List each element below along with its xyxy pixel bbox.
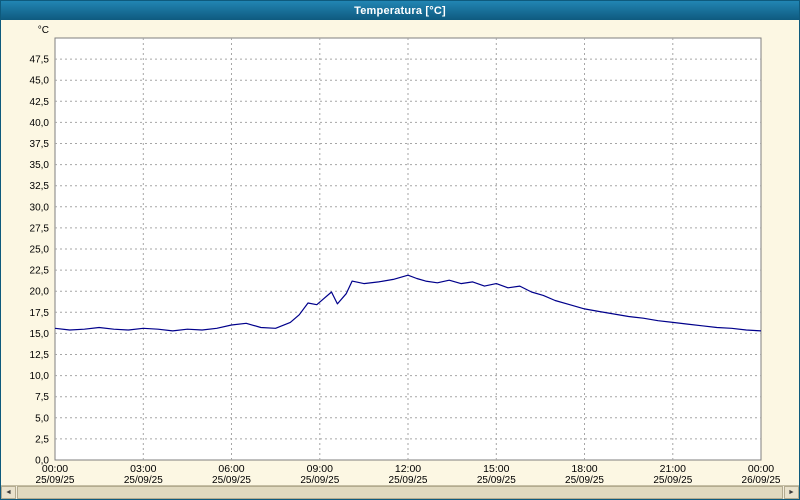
svg-text:25/09/25: 25/09/25 [124, 475, 163, 485]
svg-text:°C: °C [38, 25, 49, 36]
svg-text:7,5: 7,5 [35, 392, 49, 403]
svg-text:45,0: 45,0 [30, 76, 50, 87]
svg-text:25/09/25: 25/09/25 [212, 475, 251, 485]
svg-text:47,5: 47,5 [30, 55, 50, 66]
svg-text:0,0: 0,0 [35, 456, 49, 467]
scroll-right-icon: ► [788, 489, 795, 496]
scroll-left-button[interactable]: ◄ [1, 486, 16, 499]
svg-text:32,5: 32,5 [30, 181, 50, 192]
svg-text:22,5: 22,5 [30, 266, 50, 277]
svg-text:2,5: 2,5 [35, 434, 49, 445]
svg-text:17,5: 17,5 [30, 308, 50, 319]
svg-text:21:00: 21:00 [660, 463, 686, 475]
window-title: Temperatura [°C] [354, 4, 446, 17]
svg-text:18:00: 18:00 [571, 463, 597, 475]
scrollbar-track[interactable] [16, 486, 784, 499]
svg-text:09:00: 09:00 [307, 463, 333, 475]
svg-text:20,0: 20,0 [30, 287, 50, 298]
svg-text:37,5: 37,5 [30, 139, 50, 150]
svg-text:12:00: 12:00 [395, 463, 421, 475]
window-titlebar[interactable]: Temperatura [°C] [1, 1, 799, 20]
svg-text:00:00: 00:00 [42, 463, 68, 475]
svg-text:26/09/25: 26/09/25 [742, 475, 781, 485]
svg-text:25/09/25: 25/09/25 [389, 475, 428, 485]
scrollbar-thumb[interactable] [17, 486, 783, 499]
svg-text:15,0: 15,0 [30, 329, 50, 340]
svg-text:03:00: 03:00 [130, 463, 156, 475]
svg-text:25/09/25: 25/09/25 [300, 475, 339, 485]
svg-text:25/09/25: 25/09/25 [565, 475, 604, 485]
svg-text:5,0: 5,0 [35, 413, 49, 424]
scroll-right-button[interactable]: ► [784, 486, 799, 499]
svg-text:25/09/25: 25/09/25 [477, 475, 516, 485]
svg-text:42,5: 42,5 [30, 97, 50, 108]
svg-text:25/09/25: 25/09/25 [653, 475, 692, 485]
svg-text:30,0: 30,0 [30, 202, 50, 213]
temperature-line-chart: 0,0 2,5 5,0 7,5 10,0 12,5 15,0 17,5 20,0 22,5 25,0… [30, 25, 781, 485]
svg-text:27,5: 27,5 [30, 223, 50, 234]
svg-text:25/09/25: 25/09/25 [36, 475, 75, 485]
svg-text:06:00: 06:00 [218, 463, 244, 475]
svg-text:35,0: 35,0 [30, 160, 50, 171]
scroll-left-icon: ◄ [5, 489, 12, 496]
svg-text:25,0: 25,0 [30, 245, 50, 256]
svg-text:40,0: 40,0 [30, 118, 50, 129]
svg-text:15:00: 15:00 [483, 463, 509, 475]
chart-area: 0,0 2,5 5,0 7,5 10,0 12,5 15,0 17,5 20,0 22,5 25,0… [1, 20, 799, 485]
svg-text:10,0: 10,0 [30, 371, 50, 382]
svg-text:12,5: 12,5 [30, 350, 50, 361]
horizontal-scrollbar[interactable]: ◄ ► [1, 485, 799, 499]
svg-text:00:00: 00:00 [748, 463, 774, 475]
